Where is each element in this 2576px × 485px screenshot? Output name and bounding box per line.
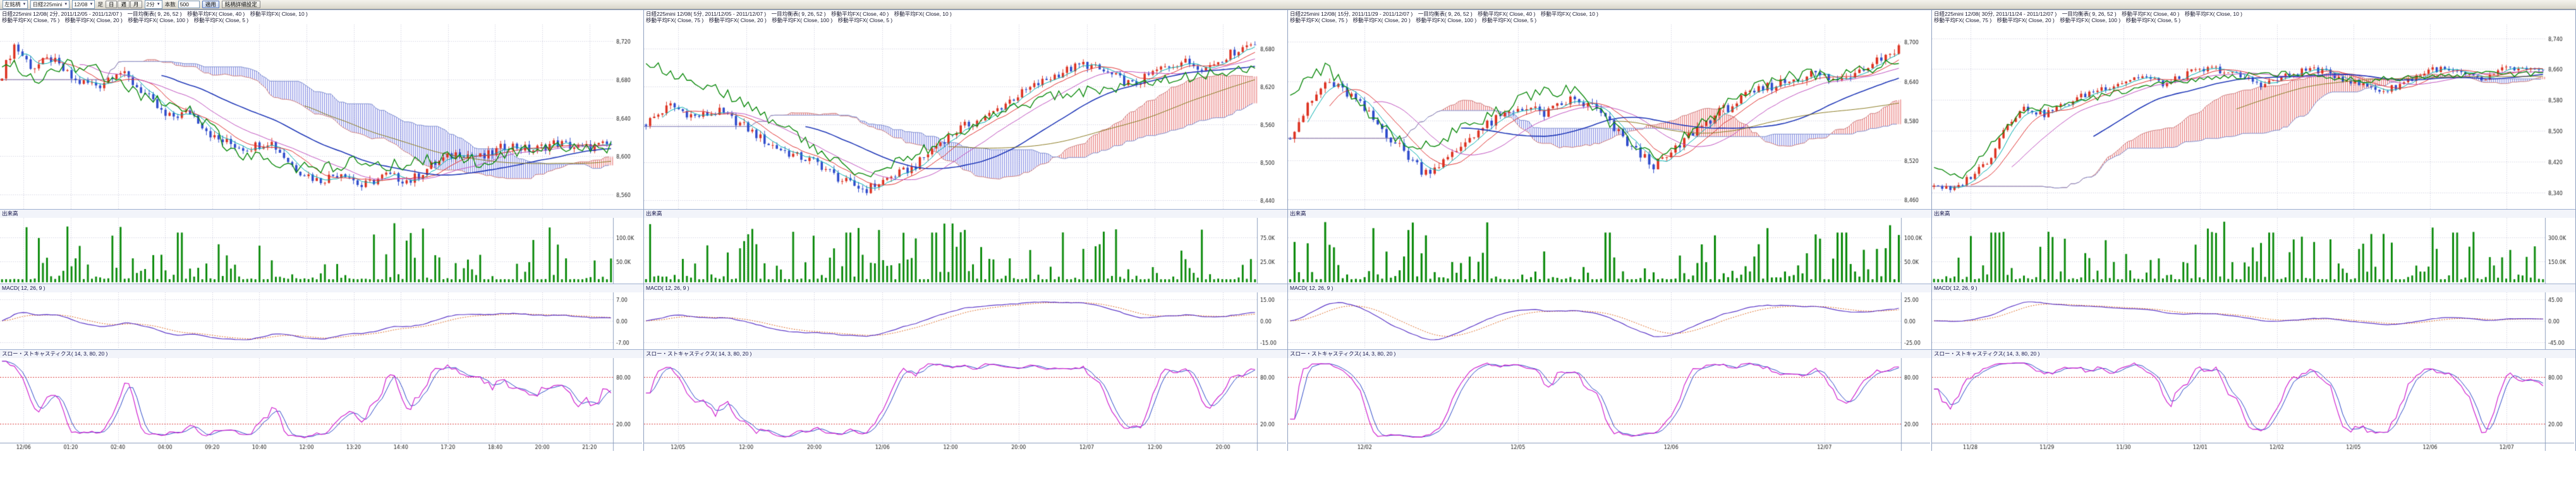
macd-section-label: MACD( 12, 26, 9 ) <box>0 284 643 292</box>
chart-legend: 日経225mini 12/08( 5分, 2011/12/05 - 2011/1… <box>644 10 1287 25</box>
time-axis <box>644 443 1286 451</box>
instrument-select[interactable]: 日経225mini ▼ <box>30 0 70 9</box>
legend-line1: 日経225mini 12/08( 30分, 2011/11/24 - 2011/… <box>1934 11 2242 17</box>
chart-panel-3: 日経225mini 12/08( 15分, 2011/11/29 - 2011/… <box>1288 10 1932 451</box>
legend-line2: 移動平均FX( Close, 75 ) 移動平均FX( Close, 20 ) … <box>1934 17 2181 23</box>
macd-chart[interactable] <box>644 292 1286 349</box>
period-week-button[interactable]: 週 <box>118 1 130 8</box>
legend-line1: 日経225mini 12/08( 2分, 2011/12/05 - 2011/1… <box>2 11 308 17</box>
chevron-down-icon: ▼ <box>156 2 161 6</box>
stochastics-section-label: スロー・ストキャスティクス( 14, 3, 80, 20 ) <box>1932 349 2575 358</box>
stochastics-chart[interactable] <box>0 358 642 443</box>
apply-button[interactable]: 適用 <box>202 1 219 8</box>
instrument-value: 日経225mini <box>32 1 63 8</box>
volume-section-label: 出来高 <box>644 209 1287 218</box>
volume-section-label: 出来高 <box>1932 209 2575 218</box>
price-chart[interactable] <box>644 25 1286 209</box>
chart-legend: 日経225mini 12/08( 15分, 2011/11/29 - 2011/… <box>1288 10 1931 25</box>
stochastics-chart[interactable] <box>1932 358 2574 443</box>
volume-chart[interactable] <box>644 218 1286 284</box>
macd-chart[interactable] <box>1288 292 1930 349</box>
chart-panel-1: 日経225mini 12/08( 2分, 2011/12/05 - 2011/1… <box>0 10 644 451</box>
chart-legend: 日経225mini 12/08( 30分, 2011/11/24 - 2011/… <box>1932 10 2575 25</box>
period-month-button[interactable]: 月 <box>130 1 142 8</box>
chevron-down-icon: ▼ <box>64 2 68 6</box>
legend-line2: 移動平均FX( Close, 75 ) 移動平均FX( Close, 20 ) … <box>1290 17 1537 23</box>
chevron-down-icon: ▼ <box>89 2 94 6</box>
macd-chart[interactable] <box>1932 292 2574 349</box>
chart-application: 左銘柄 ▼ 日経225mini ▼ 12/08 ▼ 足 日 週 月 2分 ▼ 本… <box>0 0 2576 451</box>
time-axis <box>0 443 642 451</box>
chart-panel-2: 日経225mini 12/08( 5分, 2011/12/05 - 2011/1… <box>644 10 1288 451</box>
price-chart[interactable] <box>1932 25 2574 209</box>
legend-line2: 移動平均FX( Close, 75 ) 移動平均FX( Close, 20 ) … <box>646 17 893 23</box>
legend-line1: 日経225mini 12/08( 15分, 2011/11/29 - 2011/… <box>1290 11 1598 17</box>
chart-panels-row: 日経225mini 12/08( 2分, 2011/12/05 - 2011/1… <box>0 9 2576 451</box>
price-chart[interactable] <box>1288 25 1930 209</box>
macd-section-label: MACD( 12, 26, 9 ) <box>1932 284 2575 292</box>
contract-month-select[interactable]: 12/08 ▼ <box>72 0 95 9</box>
chart-side-value: 左銘柄 <box>4 1 21 8</box>
time-axis <box>1288 443 1930 451</box>
minute-interval-value: 2分 <box>146 1 155 8</box>
bar-count-input[interactable] <box>178 1 200 8</box>
legend-line1: 日経225mini 12/08( 5分, 2011/12/05 - 2011/1… <box>646 11 952 17</box>
period-day-button[interactable]: 日 <box>105 1 118 8</box>
chevron-down-icon: ▼ <box>22 2 27 6</box>
chart-panel-4: 日経225mini 12/08( 30分, 2011/11/24 - 2011/… <box>1932 10 2576 451</box>
minute-interval-select[interactable]: 2分 ▼ <box>144 0 162 9</box>
macd-section-label: MACD( 12, 26, 9 ) <box>644 284 1287 292</box>
chart-side-select[interactable]: 左銘柄 ▼ <box>3 0 28 9</box>
toolbar: 左銘柄 ▼ 日経225mini ▼ 12/08 ▼ 足 日 週 月 2分 ▼ 本… <box>0 0 2576 9</box>
volume-chart[interactable] <box>1932 218 2574 284</box>
stochastics-chart[interactable] <box>644 358 1286 443</box>
chart-legend: 日経225mini 12/08( 2分, 2011/12/05 - 2011/1… <box>0 10 643 25</box>
detail-settings-button[interactable]: 銘柄詳細設定 <box>221 1 260 8</box>
contract-month-value: 12/08 <box>74 1 88 8</box>
timeframe-label: 足 <box>97 1 103 8</box>
macd-chart[interactable] <box>0 292 642 349</box>
volume-chart[interactable] <box>1288 218 1930 284</box>
volume-section-label: 出来高 <box>1288 209 1931 218</box>
stochastics-chart[interactable] <box>1288 358 1930 443</box>
legend-line2: 移動平均FX( Close, 75 ) 移動平均FX( Close, 20 ) … <box>2 17 249 23</box>
stochastics-section-label: スロー・ストキャスティクス( 14, 3, 80, 20 ) <box>0 349 643 358</box>
bar-count-label: 本数 <box>164 1 176 8</box>
macd-section-label: MACD( 12, 26, 9 ) <box>1288 284 1931 292</box>
stochastics-section-label: スロー・ストキャスティクス( 14, 3, 80, 20 ) <box>1288 349 1931 358</box>
volume-chart[interactable] <box>0 218 642 284</box>
price-chart[interactable] <box>0 25 642 209</box>
stochastics-section-label: スロー・ストキャスティクス( 14, 3, 80, 20 ) <box>644 349 1287 358</box>
time-axis <box>1932 443 2574 451</box>
volume-section-label: 出来高 <box>0 209 643 218</box>
